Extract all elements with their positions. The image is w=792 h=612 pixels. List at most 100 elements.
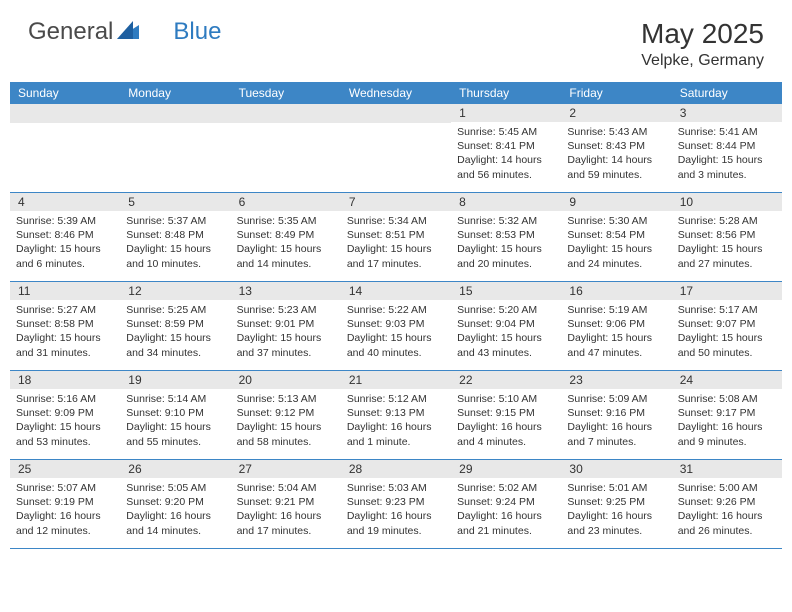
day-cell — [10, 104, 120, 192]
day-cell: 31Sunrise: 5:00 AMSunset: 9:26 PMDayligh… — [672, 460, 782, 548]
sunset-text: Sunset: 9:03 PM — [347, 317, 445, 331]
day-body: Sunrise: 5:25 AMSunset: 8:59 PMDaylight:… — [120, 300, 230, 363]
week-row: 11Sunrise: 5:27 AMSunset: 8:58 PMDayligh… — [10, 282, 782, 371]
day-number: 20 — [231, 371, 341, 389]
daylight-text: Daylight: 15 hours and 37 minutes. — [237, 331, 335, 359]
daylight-text: Daylight: 16 hours and 4 minutes. — [457, 420, 555, 448]
day-body: Sunrise: 5:02 AMSunset: 9:24 PMDaylight:… — [451, 478, 561, 541]
weekday-header: Tuesday — [231, 82, 341, 104]
day-body: Sunrise: 5:00 AMSunset: 9:26 PMDaylight:… — [672, 478, 782, 541]
sunrise-text: Sunrise: 5:20 AM — [457, 303, 555, 317]
day-number: 28 — [341, 460, 451, 478]
sunset-text: Sunset: 9:25 PM — [567, 495, 665, 509]
sunset-text: Sunset: 9:15 PM — [457, 406, 555, 420]
day-cell: 1Sunrise: 5:45 AMSunset: 8:41 PMDaylight… — [451, 104, 561, 192]
day-cell — [231, 104, 341, 192]
day-body: Sunrise: 5:35 AMSunset: 8:49 PMDaylight:… — [231, 211, 341, 274]
day-number: 25 — [10, 460, 120, 478]
day-cell: 30Sunrise: 5:01 AMSunset: 9:25 PMDayligh… — [561, 460, 671, 548]
weekday-header: Monday — [120, 82, 230, 104]
sunrise-text: Sunrise: 5:45 AM — [457, 125, 555, 139]
daylight-text: Daylight: 14 hours and 56 minutes. — [457, 153, 555, 181]
day-number: 21 — [341, 371, 451, 389]
day-body: Sunrise: 5:03 AMSunset: 9:23 PMDaylight:… — [341, 478, 451, 541]
weekday-header: Friday — [561, 82, 671, 104]
sunset-text: Sunset: 9:07 PM — [678, 317, 776, 331]
day-body: Sunrise: 5:39 AMSunset: 8:46 PMDaylight:… — [10, 211, 120, 274]
sunrise-text: Sunrise: 5:39 AM — [16, 214, 114, 228]
header: General Blue May 2025 Velpke, Germany — [0, 0, 792, 76]
daylight-text: Daylight: 16 hours and 23 minutes. — [567, 509, 665, 537]
sunset-text: Sunset: 9:20 PM — [126, 495, 224, 509]
daylight-text: Daylight: 14 hours and 59 minutes. — [567, 153, 665, 181]
daylight-text: Daylight: 15 hours and 31 minutes. — [16, 331, 114, 359]
sunset-text: Sunset: 8:49 PM — [237, 228, 335, 242]
day-body: Sunrise: 5:07 AMSunset: 9:19 PMDaylight:… — [10, 478, 120, 541]
day-body: Sunrise: 5:27 AMSunset: 8:58 PMDaylight:… — [10, 300, 120, 363]
daylight-text: Daylight: 15 hours and 20 minutes. — [457, 242, 555, 270]
sunrise-text: Sunrise: 5:43 AM — [567, 125, 665, 139]
day-number: 17 — [672, 282, 782, 300]
title-block: May 2025 Velpke, Germany — [641, 18, 764, 70]
day-body: Sunrise: 5:16 AMSunset: 9:09 PMDaylight:… — [10, 389, 120, 452]
daylight-text: Daylight: 15 hours and 43 minutes. — [457, 331, 555, 359]
day-cell: 10Sunrise: 5:28 AMSunset: 8:56 PMDayligh… — [672, 193, 782, 281]
sunrise-text: Sunrise: 5:19 AM — [567, 303, 665, 317]
daylight-text: Daylight: 16 hours and 12 minutes. — [16, 509, 114, 537]
sunrise-text: Sunrise: 5:37 AM — [126, 214, 224, 228]
day-cell: 9Sunrise: 5:30 AMSunset: 8:54 PMDaylight… — [561, 193, 671, 281]
day-body: Sunrise: 5:23 AMSunset: 9:01 PMDaylight:… — [231, 300, 341, 363]
weekday-header: Sunday — [10, 82, 120, 104]
day-cell: 25Sunrise: 5:07 AMSunset: 9:19 PMDayligh… — [10, 460, 120, 548]
daylight-text: Daylight: 15 hours and 14 minutes. — [237, 242, 335, 270]
daylight-text: Daylight: 16 hours and 14 minutes. — [126, 509, 224, 537]
day-body: Sunrise: 5:19 AMSunset: 9:06 PMDaylight:… — [561, 300, 671, 363]
day-cell: 21Sunrise: 5:12 AMSunset: 9:13 PMDayligh… — [341, 371, 451, 459]
sunrise-text: Sunrise: 5:05 AM — [126, 481, 224, 495]
day-number: 22 — [451, 371, 561, 389]
day-body: Sunrise: 5:17 AMSunset: 9:07 PMDaylight:… — [672, 300, 782, 363]
day-number: 29 — [451, 460, 561, 478]
day-body: Sunrise: 5:30 AMSunset: 8:54 PMDaylight:… — [561, 211, 671, 274]
day-body: Sunrise: 5:34 AMSunset: 8:51 PMDaylight:… — [341, 211, 451, 274]
day-number: 3 — [672, 104, 782, 122]
sunset-text: Sunset: 8:44 PM — [678, 139, 776, 153]
sunset-text: Sunset: 8:53 PM — [457, 228, 555, 242]
sunrise-text: Sunrise: 5:41 AM — [678, 125, 776, 139]
day-number: 10 — [672, 193, 782, 211]
day-cell: 8Sunrise: 5:32 AMSunset: 8:53 PMDaylight… — [451, 193, 561, 281]
week-row: 25Sunrise: 5:07 AMSunset: 9:19 PMDayligh… — [10, 460, 782, 549]
sunset-text: Sunset: 8:58 PM — [16, 317, 114, 331]
day-body: Sunrise: 5:04 AMSunset: 9:21 PMDaylight:… — [231, 478, 341, 541]
logo-triangle-icon — [117, 18, 139, 46]
day-body: Sunrise: 5:37 AMSunset: 8:48 PMDaylight:… — [120, 211, 230, 274]
sunrise-text: Sunrise: 5:25 AM — [126, 303, 224, 317]
day-body: Sunrise: 5:45 AMSunset: 8:41 PMDaylight:… — [451, 122, 561, 185]
day-number: 11 — [10, 282, 120, 300]
day-cell: 27Sunrise: 5:04 AMSunset: 9:21 PMDayligh… — [231, 460, 341, 548]
sunrise-text: Sunrise: 5:30 AM — [567, 214, 665, 228]
sunset-text: Sunset: 8:46 PM — [16, 228, 114, 242]
empty-day-number — [120, 104, 230, 123]
day-number: 5 — [120, 193, 230, 211]
sunrise-text: Sunrise: 5:07 AM — [16, 481, 114, 495]
day-body: Sunrise: 5:14 AMSunset: 9:10 PMDaylight:… — [120, 389, 230, 452]
sunset-text: Sunset: 8:56 PM — [678, 228, 776, 242]
sunset-text: Sunset: 9:10 PM — [126, 406, 224, 420]
sunset-text: Sunset: 8:43 PM — [567, 139, 665, 153]
month-title: May 2025 — [641, 18, 764, 50]
day-number: 14 — [341, 282, 451, 300]
day-number: 6 — [231, 193, 341, 211]
day-number: 30 — [561, 460, 671, 478]
sunrise-text: Sunrise: 5:08 AM — [678, 392, 776, 406]
daylight-text: Daylight: 16 hours and 17 minutes. — [237, 509, 335, 537]
day-cell: 14Sunrise: 5:22 AMSunset: 9:03 PMDayligh… — [341, 282, 451, 370]
day-body: Sunrise: 5:22 AMSunset: 9:03 PMDaylight:… — [341, 300, 451, 363]
sunset-text: Sunset: 9:06 PM — [567, 317, 665, 331]
day-cell: 28Sunrise: 5:03 AMSunset: 9:23 PMDayligh… — [341, 460, 451, 548]
sunrise-text: Sunrise: 5:17 AM — [678, 303, 776, 317]
day-number: 18 — [10, 371, 120, 389]
day-cell: 18Sunrise: 5:16 AMSunset: 9:09 PMDayligh… — [10, 371, 120, 459]
day-cell: 19Sunrise: 5:14 AMSunset: 9:10 PMDayligh… — [120, 371, 230, 459]
location: Velpke, Germany — [641, 52, 764, 70]
